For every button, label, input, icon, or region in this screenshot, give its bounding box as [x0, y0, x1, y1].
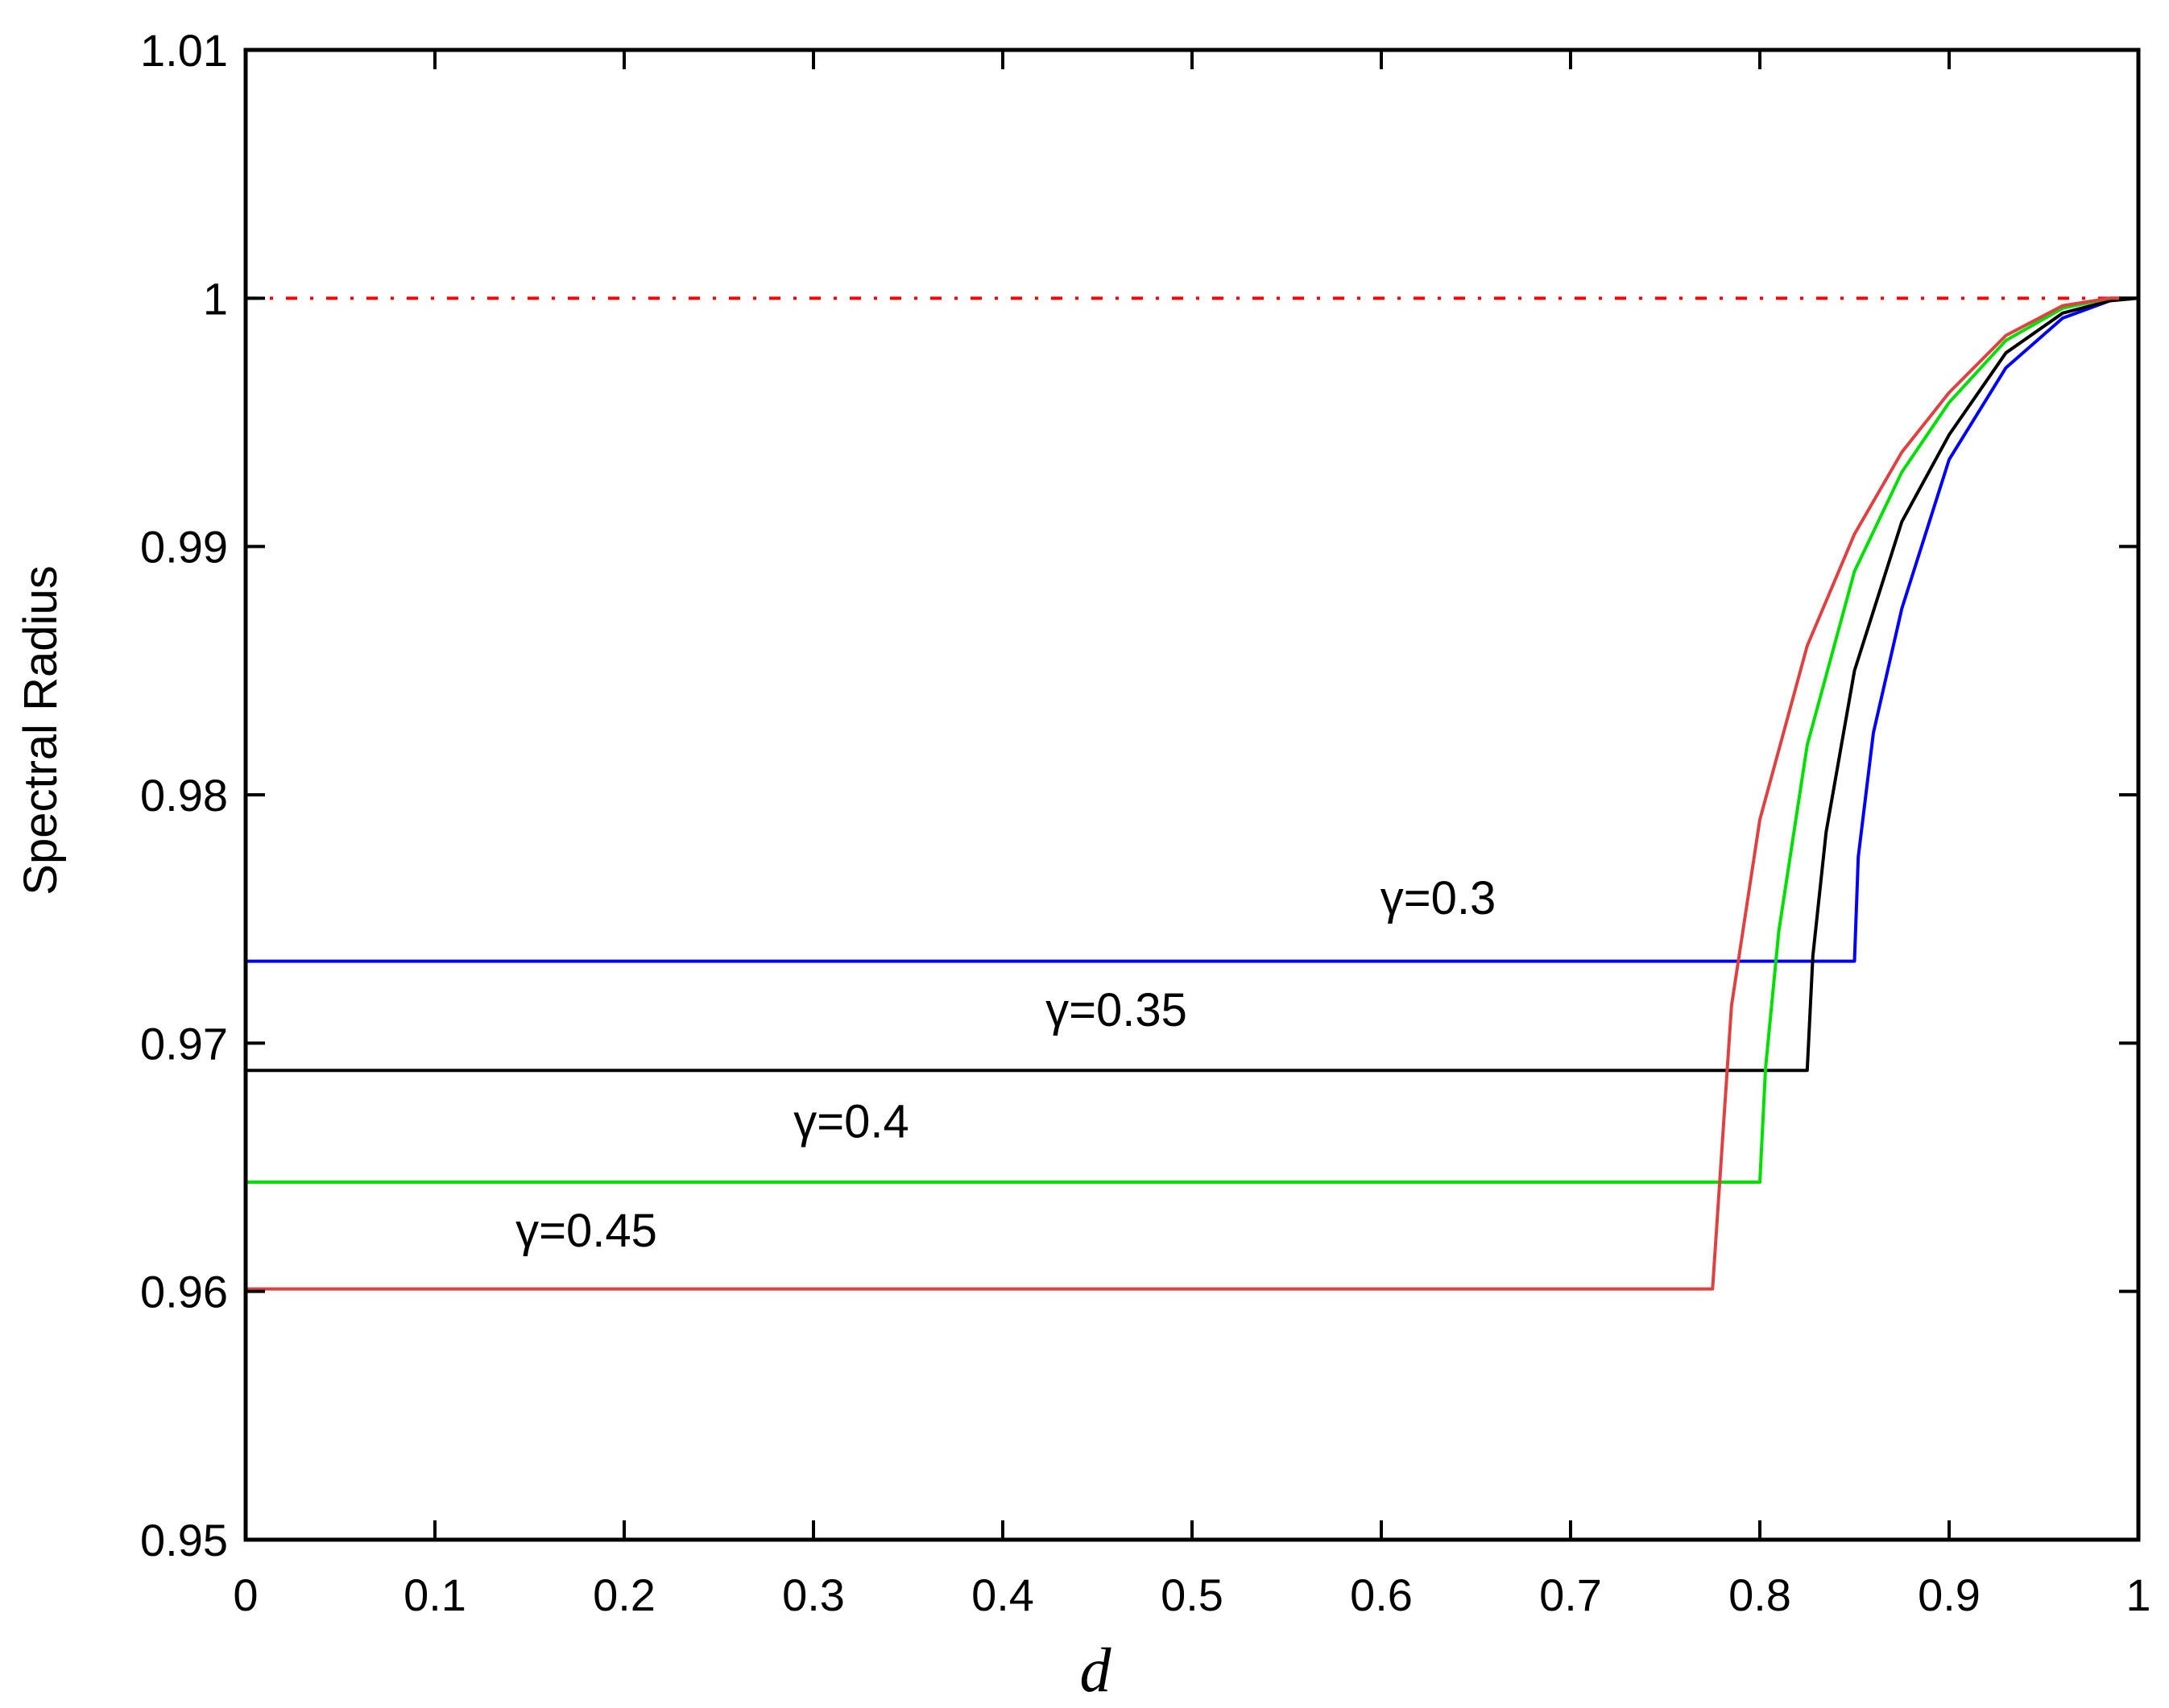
x-tick-label: 0.5 [1161, 1569, 1223, 1620]
series-label: γ=0.45 [515, 1205, 657, 1257]
series-line [246, 296, 2138, 1184]
x-tick-label: 0.6 [1350, 1569, 1413, 1620]
x-tick-label: 1 [2126, 1569, 2150, 1620]
y-tick-label: 1.01 [140, 25, 228, 76]
series-label: γ=0.35 [1045, 984, 1187, 1036]
x-tick-label: 0.2 [593, 1569, 656, 1620]
x-tick-label: 0.1 [404, 1569, 466, 1620]
x-tick-label: 0.8 [1728, 1569, 1791, 1620]
y-tick-label: 0.98 [140, 770, 228, 821]
y-axis-title: Spectral Radius [14, 565, 67, 895]
series-line [246, 296, 2139, 963]
plot-lines [246, 296, 2139, 1291]
x-tick-label: 0.9 [1918, 1569, 1981, 1620]
axis-tick-labels: 0 0.1 0.2 0.3 0.4 0.5 0.6 0.7 0.8 0.9 1 0.95 0.96 0.9… [140, 25, 2151, 1620]
y-tick-label: 0.99 [140, 522, 228, 573]
y-tick-label: 0.96 [140, 1267, 228, 1317]
x-axis-title: d [1080, 1635, 1112, 1705]
plot-frame [243, 48, 2141, 1542]
series-label: γ=0.3 [1380, 872, 1496, 924]
x-tick-label: 0.7 [1539, 1569, 1602, 1620]
x-tick-label: 0 [233, 1569, 258, 1620]
series-line [246, 296, 2138, 1291]
y-tick-label: 0.97 [140, 1018, 228, 1069]
x-tick-label: 0.4 [971, 1569, 1034, 1620]
x-tick-label: 0.3 [782, 1569, 845, 1620]
series-label: γ=0.4 [793, 1096, 909, 1148]
y-tick-label: 0.95 [140, 1515, 228, 1565]
series-line [246, 296, 2139, 1073]
series-labels: γ=0.3 γ=0.35 γ=0.4 γ=0.45 [515, 872, 1496, 1257]
y-tick-label: 1 [203, 273, 228, 324]
